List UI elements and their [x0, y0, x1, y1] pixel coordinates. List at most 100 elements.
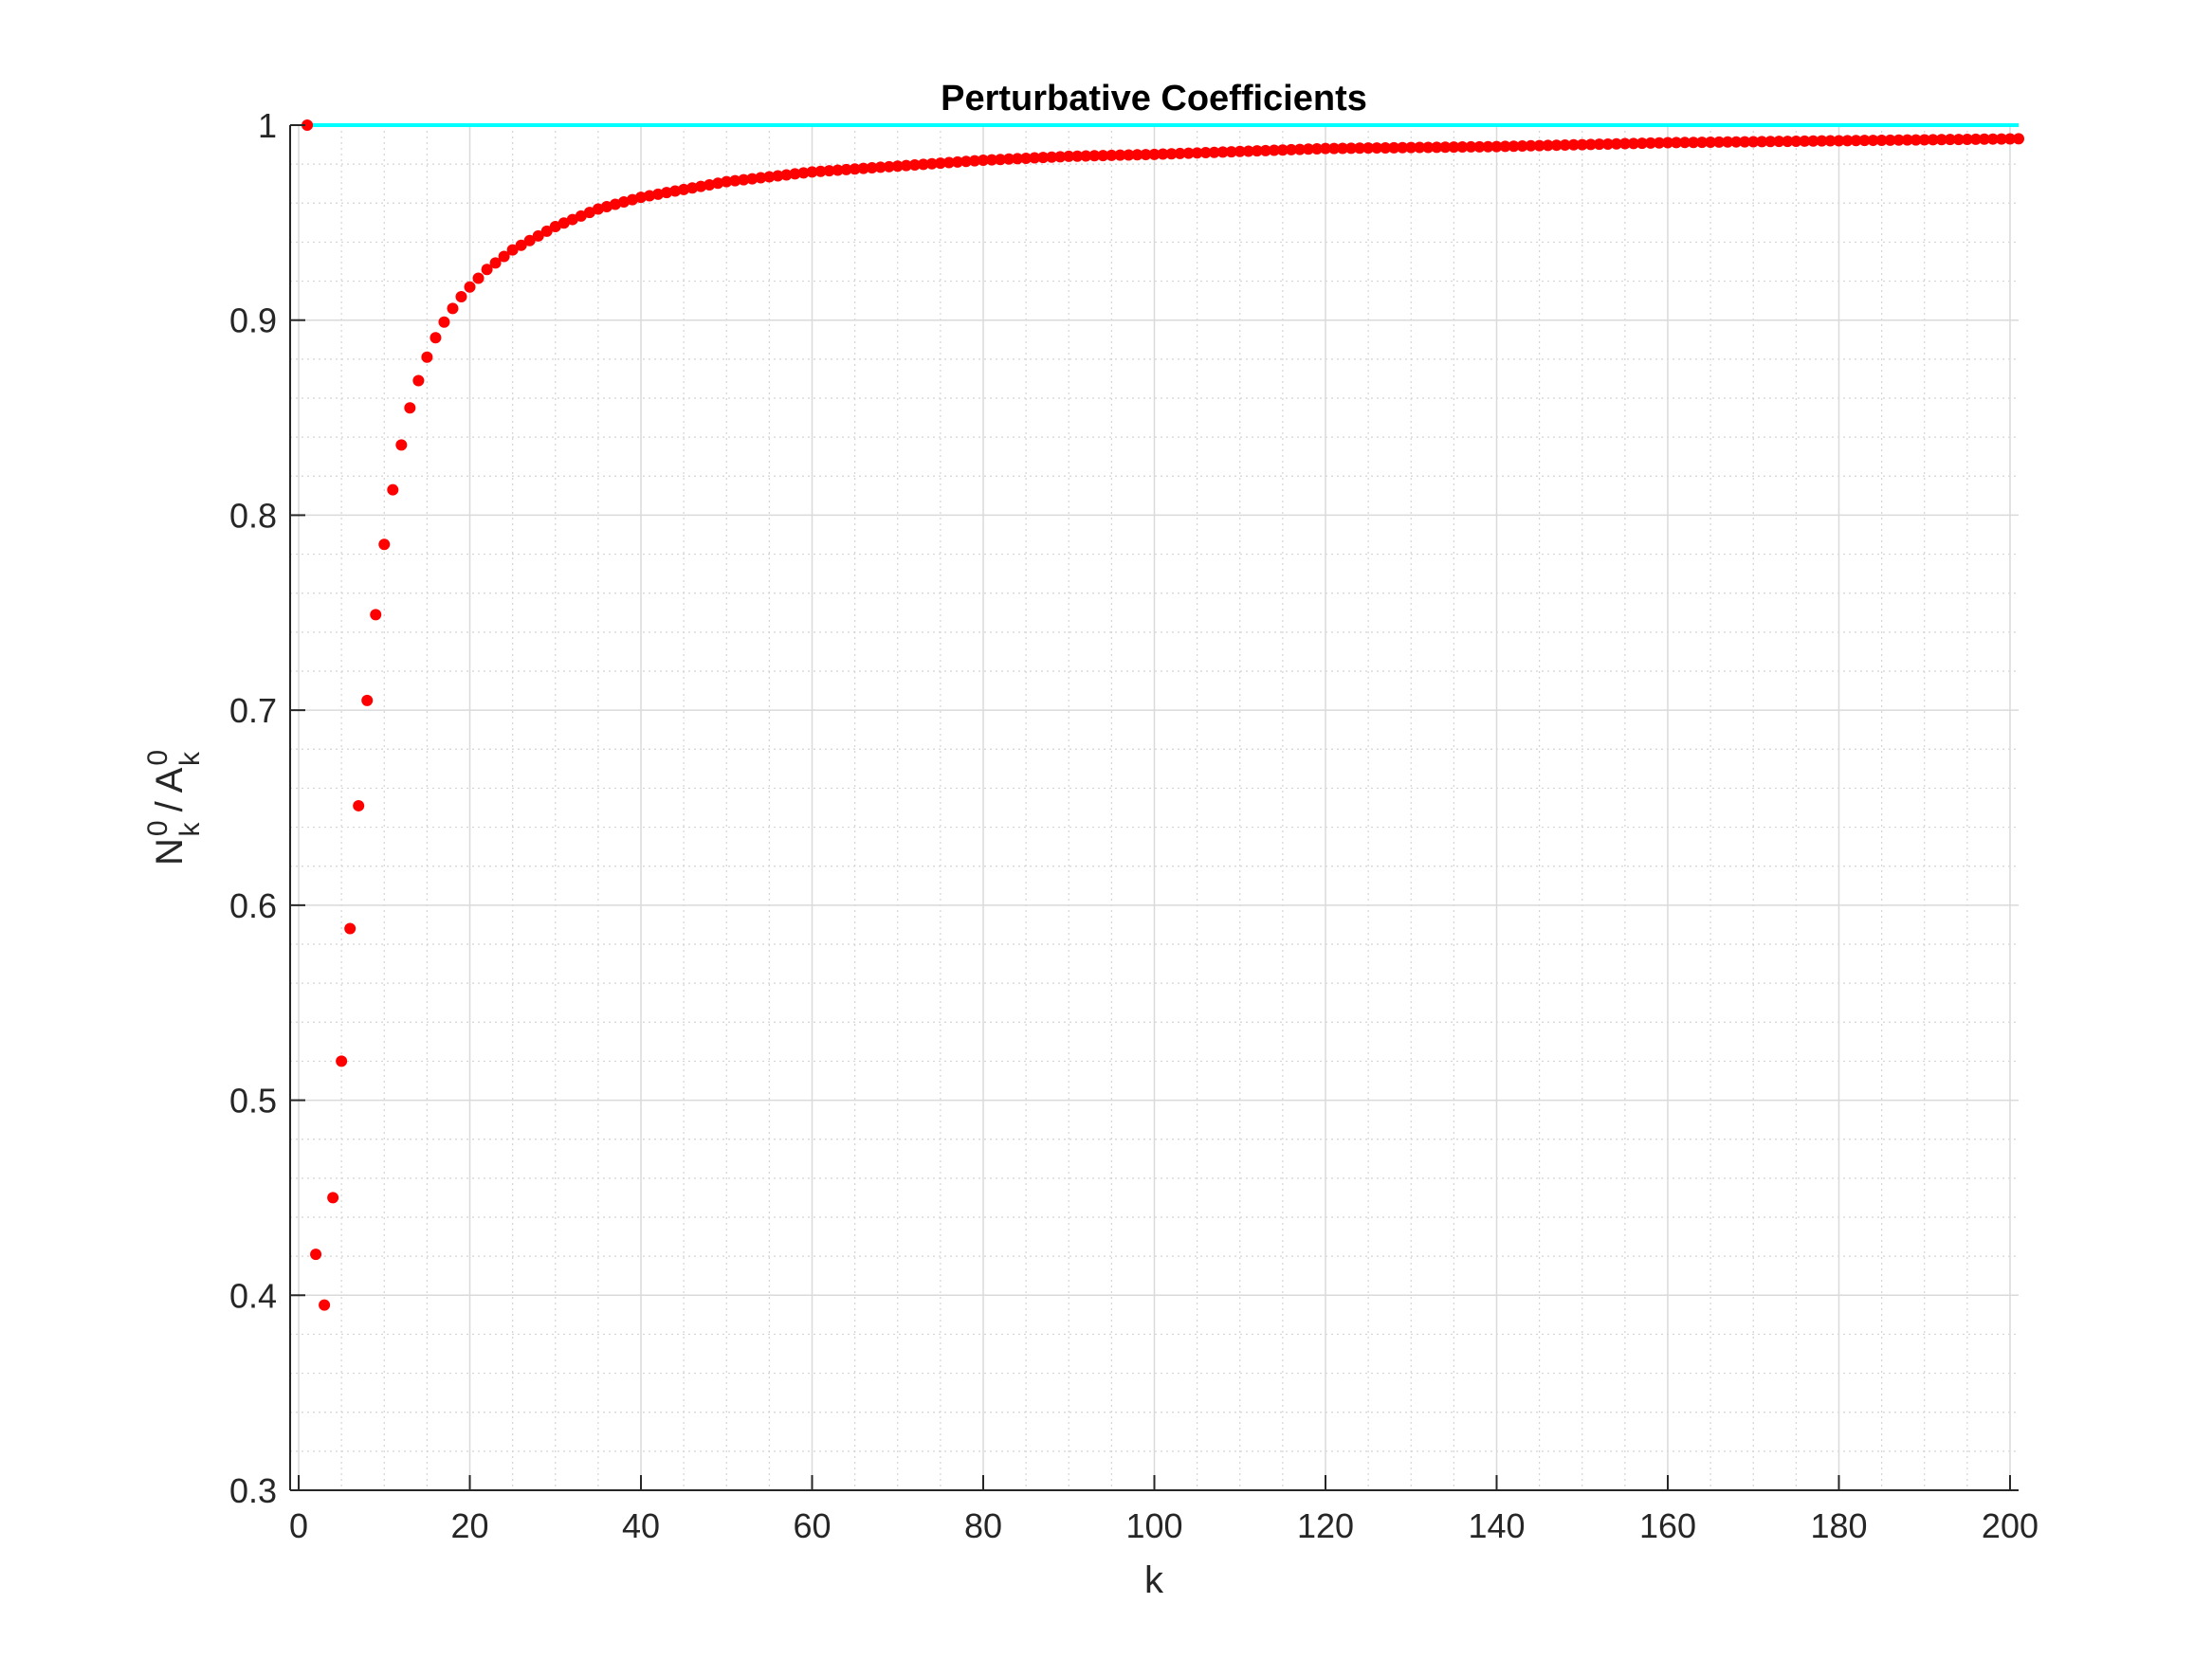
data-point: [891, 160, 904, 173]
data-point: [1054, 151, 1067, 163]
data-point: [1482, 140, 1494, 153]
data-point: [1371, 142, 1383, 155]
data-point: [1234, 145, 1246, 157]
x-tick-label: 100: [1125, 1506, 1182, 1545]
data-point: [1807, 135, 1819, 147]
data-point: [721, 175, 733, 188]
data-point: [1388, 141, 1400, 154]
data-point: [1533, 139, 1545, 152]
x-tick-label: 20: [450, 1506, 488, 1545]
data-point: [1542, 139, 1554, 152]
data-point: [1935, 134, 1947, 146]
data-point: [566, 213, 578, 226]
data-point: [1627, 137, 1639, 150]
data-point: [515, 239, 527, 251]
data-point: [1251, 145, 1263, 157]
y-tick-label: 1: [258, 106, 277, 145]
data-point: [540, 225, 553, 237]
data-point: [1012, 153, 1024, 165]
data-point: [738, 173, 750, 186]
data-point: [1431, 141, 1443, 154]
data-point: [1584, 138, 1597, 151]
y-label-n: N: [149, 838, 191, 866]
data-point: [1944, 134, 1956, 146]
data-point: [1901, 134, 1913, 146]
data-point: [447, 302, 459, 315]
data-point: [1422, 141, 1435, 154]
data-point: [1456, 141, 1469, 154]
data-point: [558, 217, 570, 229]
data-point: [1799, 135, 1811, 147]
y-label-n-superscript: 0: [142, 820, 174, 836]
data-point: [908, 158, 921, 171]
data-point: [1131, 149, 1143, 161]
data-point: [1293, 143, 1306, 155]
data-point: [506, 244, 519, 256]
data-point: [370, 609, 382, 621]
data-point: [1525, 139, 1537, 152]
data-point: [1559, 138, 1571, 151]
data-point: [1969, 133, 1982, 145]
data-point: [712, 177, 724, 190]
y-tick-label: 0.5: [229, 1082, 277, 1121]
data-point: [1106, 149, 1118, 161]
data-point: [806, 166, 818, 178]
data-point: [857, 162, 869, 174]
data-point: [1191, 147, 1203, 159]
data-point: [1986, 133, 1999, 145]
data-point: [1995, 133, 2007, 145]
data-point: [1380, 141, 1392, 154]
y-tick-label: 0.4: [229, 1276, 277, 1315]
data-point: [755, 172, 767, 184]
y-tick-label: 0.3: [229, 1471, 277, 1510]
data-point: [960, 155, 972, 168]
y-axis-label: N0k / A0k: [142, 750, 206, 866]
data-point: [1285, 143, 1297, 155]
data-point: [592, 203, 604, 215]
data-point: [1123, 149, 1135, 161]
data-point: [438, 316, 450, 328]
data-point: [626, 193, 638, 206]
data-point: [986, 154, 998, 166]
data-point: [1636, 137, 1648, 150]
data-point: [1354, 142, 1366, 155]
data-point: [1439, 141, 1452, 154]
x-axis-label: k: [1144, 1559, 1164, 1601]
x-tick-label: 0: [289, 1506, 308, 1545]
data-point: [1978, 133, 1990, 145]
data-point: [1576, 138, 1588, 151]
data-point: [900, 159, 912, 172]
data-point: [1644, 137, 1656, 149]
data-point: [635, 191, 648, 204]
data-point: [1747, 136, 1760, 148]
data-point: [1508, 140, 1520, 153]
data-point: [832, 164, 844, 176]
data-point: [917, 158, 929, 171]
data-point: [704, 178, 716, 191]
data-point: [1319, 142, 1331, 155]
data-point: [489, 257, 502, 269]
data-point: [2003, 133, 2016, 145]
y-tick-label: 0.6: [229, 886, 277, 925]
data-point: [1165, 148, 1178, 160]
y-ticks: 0.3 0.4 0.5 0.6 0.7 0.8 0.9 1: [229, 106, 305, 1510]
data-point: [652, 188, 665, 200]
data-point: [1764, 136, 1777, 148]
data-point: [1397, 141, 1409, 154]
data-point: [1516, 140, 1528, 153]
data-point: [1790, 135, 1802, 147]
data-point: [523, 234, 536, 246]
data-point: [1182, 147, 1195, 159]
x-tick-label: 40: [622, 1506, 660, 1545]
data-point: [421, 351, 433, 363]
data-point: [1952, 134, 1965, 146]
series-layer: [302, 119, 2024, 1311]
data-point: [1071, 150, 1084, 162]
data-point: [780, 169, 793, 181]
data-point: [361, 694, 374, 706]
data-point: [840, 163, 852, 175]
data-point: [797, 167, 810, 179]
data-point: [327, 1192, 339, 1204]
data-point: [1567, 138, 1580, 151]
